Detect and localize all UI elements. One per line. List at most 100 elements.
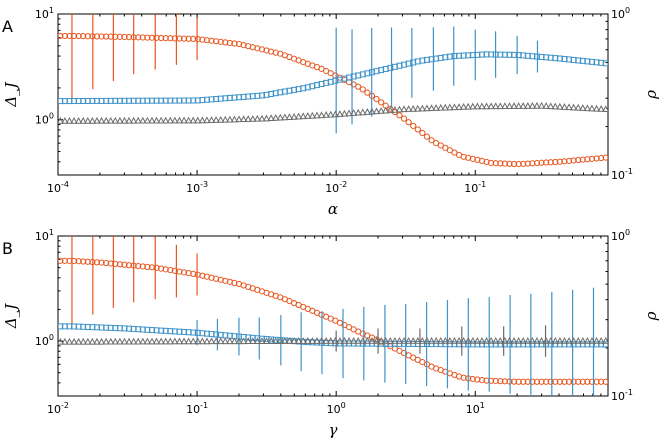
data-point <box>285 113 294 120</box>
y-right-tick-base: 10 <box>611 169 625 182</box>
data-point <box>276 337 284 344</box>
data-point <box>574 103 582 111</box>
data-point <box>515 160 522 168</box>
data-point <box>235 337 243 345</box>
data-point <box>359 337 367 344</box>
data-point <box>322 111 330 118</box>
data-point <box>207 337 216 345</box>
data-point <box>450 337 459 344</box>
data-point <box>349 109 358 116</box>
data-point <box>336 337 344 344</box>
data-point <box>125 116 133 124</box>
data-point <box>157 337 165 345</box>
data-point <box>427 337 436 344</box>
data-point <box>120 116 129 124</box>
data-point <box>285 337 294 344</box>
data-point <box>560 103 569 110</box>
data-point <box>427 104 436 112</box>
data-point <box>547 159 554 166</box>
data-point <box>391 106 399 113</box>
data-point <box>455 337 463 344</box>
data-point <box>602 154 608 161</box>
data-point <box>409 337 417 344</box>
data-point <box>84 337 92 345</box>
x-tick-label: 101 <box>466 401 485 416</box>
data-point <box>441 337 449 344</box>
data-point <box>88 337 97 345</box>
data-point <box>501 378 508 385</box>
data-point <box>258 114 266 122</box>
data-point <box>308 337 317 344</box>
y-right-tick-base: 10 <box>611 230 625 243</box>
data-point <box>120 337 129 345</box>
data-point <box>107 33 114 40</box>
data-point <box>372 337 381 344</box>
y-right-axis-title: ρ <box>642 90 660 100</box>
data-point <box>322 337 330 344</box>
data-point <box>547 102 555 110</box>
data-point <box>144 34 151 41</box>
data-point <box>308 111 317 119</box>
data-point <box>79 337 87 345</box>
data-point <box>598 154 605 162</box>
data-point <box>129 116 138 124</box>
data-point <box>592 104 601 112</box>
data-point <box>65 337 74 345</box>
data-point <box>153 264 160 271</box>
y-right-tick-exponent: 0 <box>625 228 630 237</box>
y-right-tick-label: 100 <box>611 228 630 243</box>
data-point <box>492 102 500 110</box>
data-point <box>162 337 170 345</box>
data-point <box>496 102 504 110</box>
data-point <box>144 263 151 270</box>
x-tick-label: 10-3 <box>186 180 208 195</box>
data-point <box>107 116 115 124</box>
y-left-tick-label: 100 <box>35 112 54 127</box>
data-point <box>294 337 303 344</box>
x-tick-base: 10 <box>47 182 61 195</box>
data-point <box>387 105 394 112</box>
data-point <box>492 377 499 385</box>
data-point <box>148 34 156 41</box>
data-point <box>61 337 69 345</box>
data-point <box>602 337 608 344</box>
y-left-tick-base: 10 <box>35 114 49 127</box>
x-tick-base: 10 <box>325 182 339 195</box>
data-point <box>194 35 201 43</box>
data-point <box>66 257 73 264</box>
data-point <box>327 337 335 344</box>
data-point <box>583 337 592 344</box>
data-point <box>519 102 527 109</box>
data-point <box>235 115 243 123</box>
data-point <box>556 102 564 110</box>
data-point <box>524 102 532 109</box>
data-point <box>569 337 578 344</box>
x-tick-exponent: -4 <box>61 180 69 189</box>
data-point <box>482 102 491 110</box>
data-point <box>459 337 468 344</box>
data-point <box>116 33 123 40</box>
data-point <box>102 116 110 124</box>
data-point <box>102 337 110 345</box>
data-point <box>400 105 408 113</box>
data-point <box>80 33 87 40</box>
y-right-tick-base: 10 <box>611 390 625 403</box>
data-point <box>148 264 156 271</box>
data-point <box>281 337 289 344</box>
data-point <box>528 337 537 344</box>
data-point <box>116 337 124 345</box>
data-point <box>575 378 582 385</box>
data-point <box>139 337 147 345</box>
x-tick-exponent: 0 <box>341 401 346 410</box>
data-point <box>244 337 252 345</box>
data-point <box>97 337 106 345</box>
data-point <box>543 159 550 166</box>
data-point <box>400 115 408 122</box>
data-point <box>574 337 582 344</box>
y-left-tick-exponent: 0 <box>49 333 54 342</box>
data-point <box>203 37 211 44</box>
y-right-tick-base: 10 <box>611 8 625 21</box>
data-point <box>231 40 238 47</box>
plot-frame <box>57 235 609 397</box>
